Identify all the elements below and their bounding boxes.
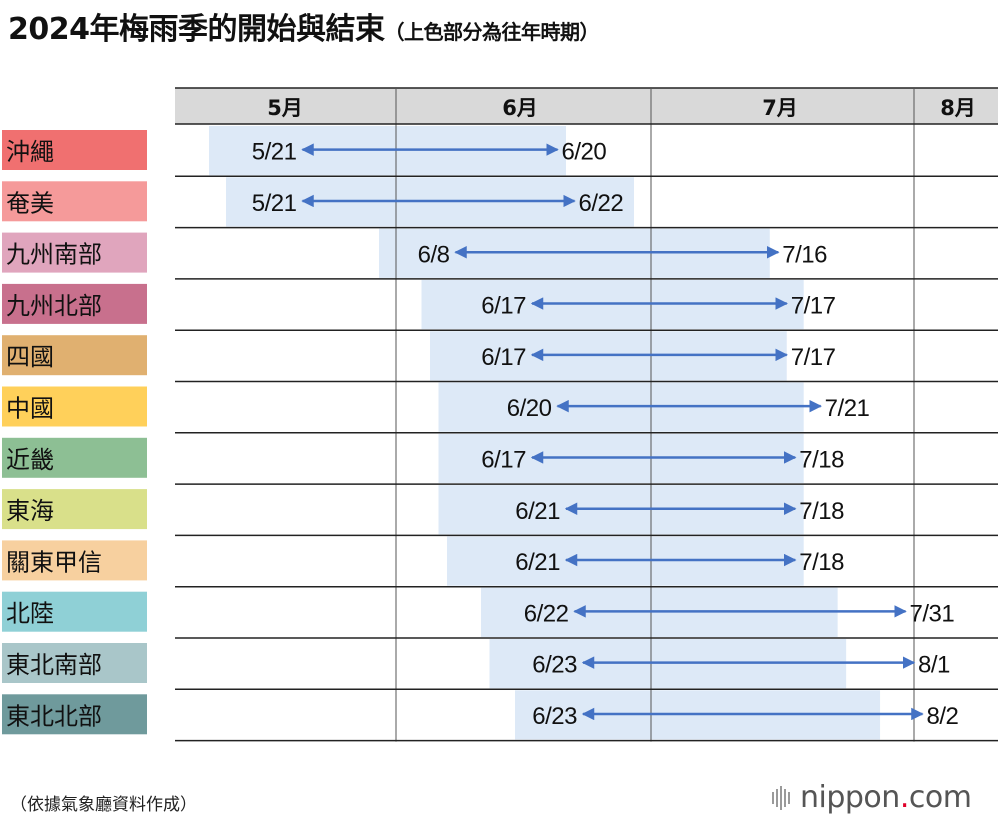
region-label-bg xyxy=(2,386,147,427)
logo-text: nippon.com xyxy=(800,780,972,815)
region-label: 沖繩 xyxy=(6,138,54,166)
region-label: 北陸 xyxy=(6,600,54,628)
end-date-label: 7/18 xyxy=(799,446,844,473)
start-date-label: 6/23 xyxy=(532,652,577,679)
end-date-label: 7/18 xyxy=(799,549,844,576)
start-date-label: 6/8 xyxy=(418,241,450,268)
region-label-bg xyxy=(2,232,147,273)
end-date-label: 7/17 xyxy=(791,344,836,371)
logo-dot: . xyxy=(899,780,910,815)
end-date-label: 7/17 xyxy=(791,293,836,320)
end-date-label: 7/16 xyxy=(782,241,827,268)
start-date-label: 6/22 xyxy=(524,600,569,627)
region-label: 東北南部 xyxy=(6,651,102,679)
start-date-label: 6/21 xyxy=(515,549,560,576)
region-label-bg xyxy=(2,437,147,478)
month-label: 7月 xyxy=(762,96,798,120)
region-label-bg xyxy=(2,181,147,222)
region-label-bg xyxy=(2,540,147,581)
logo-bars-icon xyxy=(772,785,792,810)
end-date-label: 7/18 xyxy=(799,498,844,525)
start-date-label: 6/20 xyxy=(507,395,552,422)
region-label: 東北北部 xyxy=(6,702,102,730)
start-date-label: 6/21 xyxy=(515,498,560,525)
region-label: 中國 xyxy=(6,395,54,423)
end-date-label: 7/31 xyxy=(910,600,955,627)
month-header-bar xyxy=(175,88,998,124)
region-label-bg xyxy=(2,643,147,683)
start-date-label: 5/21 xyxy=(252,190,297,217)
start-date-label: 6/17 xyxy=(481,344,526,371)
end-date-label: 8/1 xyxy=(918,652,950,679)
title-subtitle: （上色部分為往年時期） xyxy=(384,20,600,44)
end-date-label: 8/2 xyxy=(926,703,958,730)
region-label: 九州南部 xyxy=(6,241,102,269)
region-label-bg xyxy=(2,694,147,735)
region-label: 關東甲信 xyxy=(6,548,102,576)
month-label: 8月 xyxy=(940,96,976,120)
region-label-bg xyxy=(2,283,147,324)
month-label: 5月 xyxy=(267,96,303,120)
region-label: 四國 xyxy=(6,343,54,371)
region-label: 奄美 xyxy=(6,189,54,217)
region-label-bg xyxy=(2,489,147,530)
logo-name: nippon xyxy=(800,780,900,815)
region-label-bg xyxy=(2,130,147,170)
end-date-label: 6/22 xyxy=(579,190,624,217)
title-main: 2024年梅雨季的開始與結束 xyxy=(8,12,385,47)
nippon-logo: nippon.com xyxy=(772,780,972,815)
source-note: （依據氣象廳資料作成） xyxy=(10,795,197,815)
end-date-label: 7/21 xyxy=(825,395,870,422)
logo-tld: com xyxy=(908,780,972,815)
start-date-label: 6/17 xyxy=(481,293,526,320)
start-date-label: 6/23 xyxy=(532,703,577,730)
chart-title: 2024年梅雨季的開始與結束（上色部分為往年時期） xyxy=(8,4,599,48)
start-date-label: 5/21 xyxy=(252,139,297,166)
region-label: 東海 xyxy=(6,497,54,525)
region-label: 近畿 xyxy=(6,446,54,474)
region-label: 九州北部 xyxy=(6,292,102,320)
month-label: 6月 xyxy=(502,96,538,120)
region-label-bg xyxy=(2,591,147,632)
region-label-bg xyxy=(2,335,147,376)
start-date-label: 6/17 xyxy=(481,446,526,473)
end-date-label: 6/20 xyxy=(562,139,607,166)
